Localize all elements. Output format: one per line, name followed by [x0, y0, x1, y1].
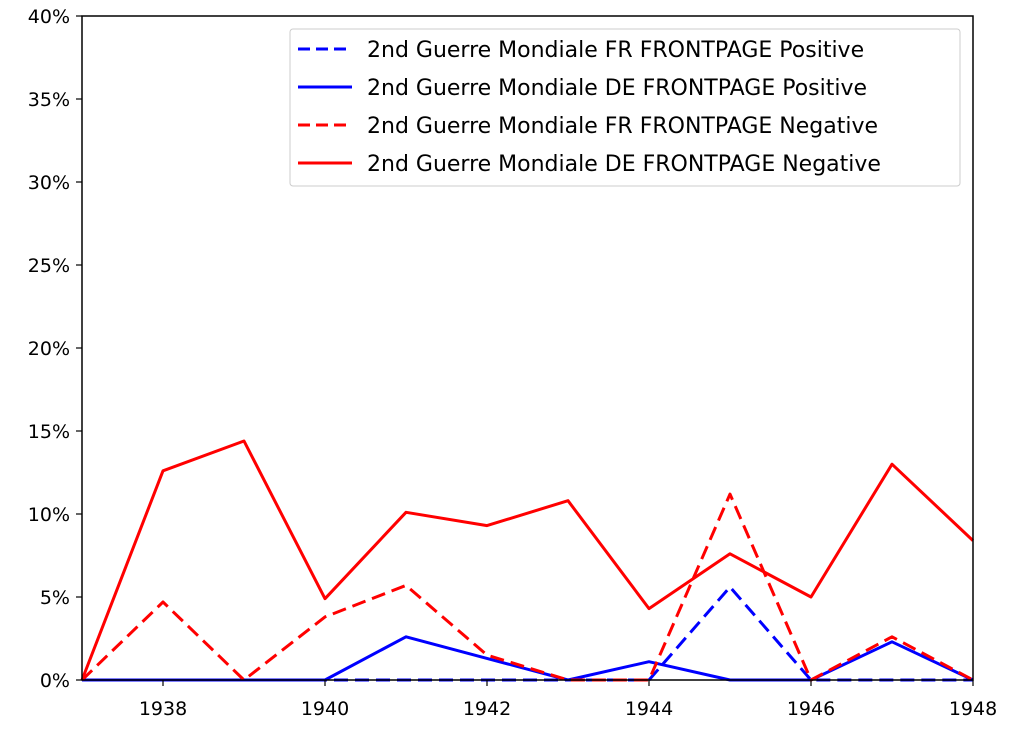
series-layer [80, 439, 975, 682]
x-tick-label: 1946 [787, 698, 835, 720]
series-line-4 [80, 439, 975, 681]
x-tick-label: 1940 [301, 698, 349, 720]
legend: 2nd Guerre Mondiale FR FRONTPAGE Positiv… [289, 28, 961, 187]
legend-label: 2nd Guerre Mondiale DE FRONTPAGE Negativ… [367, 152, 881, 177]
y-tick-label: 35% [28, 89, 70, 111]
legend-box [289, 28, 961, 187]
legend-label: 2nd Guerre Mondiale FR FRONTPAGE Positiv… [367, 38, 864, 63]
y-tick-label: 5% [40, 587, 70, 609]
y-tick-label: 25% [28, 255, 70, 277]
y-tick-label: 30% [28, 172, 70, 194]
legend-label: 2nd Guerre Mondiale DE FRONTPAGE Positiv… [367, 76, 867, 101]
y-tick-label: 20% [28, 338, 70, 360]
x-tick-label: 1938 [139, 698, 187, 720]
series-line-3 [80, 492, 974, 682]
axis-layer: 0% 5% 10% 15% 20% 25% 30% 35% 40% 1938 1940 1942 194… [28, 6, 997, 720]
x-tick-label: 1942 [463, 698, 511, 720]
y-tick-label: 40% [28, 6, 70, 28]
x-tick-label: 1948 [949, 698, 997, 720]
legend-label: 2nd Guerre Mondiale FR FRONTPAGE Negativ… [367, 114, 878, 139]
y-tick-label: 15% [28, 421, 70, 443]
x-tick-label: 1944 [625, 698, 673, 720]
y-tick-label: 10% [28, 504, 70, 526]
y-tick-label: 0% [40, 670, 70, 692]
series-line-2 [82, 635, 974, 682]
